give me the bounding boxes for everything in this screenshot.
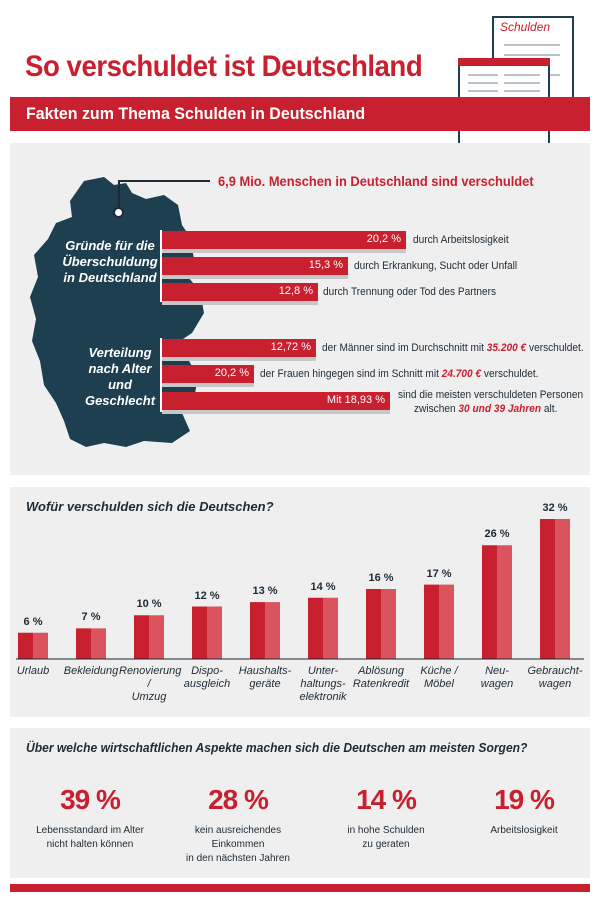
chart-bar — [424, 584, 454, 659]
chart-bar — [482, 545, 512, 659]
chart-bar — [250, 602, 280, 659]
worry-stat: 28 % kein ausreichendes Einkommen in den … — [168, 784, 308, 866]
reason-bar: 20,2 % — [162, 231, 406, 253]
chart-bar — [134, 615, 164, 659]
reason-bar: 12,8 % — [162, 283, 318, 305]
worry-value: 19 % — [494, 784, 555, 815]
worry-value: 28 % — [208, 784, 269, 815]
bar-category-label: Unter-haltungs-elektronik — [299, 665, 347, 703]
distribution-bar: 12,72 % — [162, 339, 316, 361]
bar-value-label: 13 % — [252, 585, 278, 598]
reasons-label: Gründe für die Überschuldung in Deutschl… — [62, 238, 158, 285]
distribution-bar: 20,2 % — [162, 365, 254, 387]
chart-bar — [18, 632, 48, 659]
bar-value-label: 26 % — [484, 528, 510, 541]
chart-title: Wofür verschulden sich die Deutschen? — [26, 499, 274, 514]
distribution-desc: sind die meisten verschuldeten Personen — [398, 389, 584, 401]
bar-chart — [16, 519, 584, 660]
chart-bar — [540, 519, 570, 659]
bar-value-label: 17 % — [426, 567, 452, 580]
distribution-bar: Mit 18,93 % — [162, 392, 390, 414]
chart-panel: Wofür verschulden sich die Deutschen? 6 … — [10, 487, 590, 717]
bar-value-label: 16 % — [368, 572, 394, 584]
worry-stat: 39 % Lebensstandard im Alter nicht halten… — [20, 784, 160, 852]
bar-category-label: Urlaub — [16, 665, 50, 677]
bar-category-label: Neu-wagen — [480, 665, 514, 690]
bar-category-label: Renovierung / Umzug — [119, 665, 182, 703]
chart-bar — [76, 628, 106, 659]
footer-bar — [10, 884, 590, 892]
bar-category-label: Küche / Möbel — [420, 665, 458, 690]
bar-value-label: 10 % — [136, 598, 162, 611]
bar-value-label: 12 % — [194, 589, 220, 602]
bar-value-label: 32 % — [542, 502, 568, 514]
worries-title: Über welche wirtschaftlichen Aspekte mac… — [26, 740, 528, 755]
reason-bar: 15,3 % — [162, 257, 348, 279]
page-subtitle: Fakten zum Thema Schulden in Deutschland — [26, 104, 366, 123]
bar-value-label: 7 % — [81, 611, 101, 624]
worry-value: 39 % — [60, 784, 121, 815]
worry-value: 14 % — [356, 784, 417, 815]
worries-panel: Über welche wirtschaftlichen Aspekte mac… — [10, 728, 590, 878]
debtors-headline: 6,9 Mio. Menschen in Deutschland sind ve… — [218, 173, 534, 189]
subtitle-bar: Fakten zum Thema Schulden in Deutschland — [10, 97, 590, 131]
chart-bar — [366, 589, 396, 659]
reason-desc: durch Arbeitslosigkeit — [413, 234, 509, 246]
reason-desc: durch Trennung oder Tod des Partners — [323, 286, 497, 298]
distribution-desc: der Frauen hingegen sind im Schnitt mit … — [260, 368, 539, 380]
bar-category-label: Ablösung Ratenkredit — [352, 665, 410, 690]
distribution-desc: der Männer sind im Durchschnitt mit 35.2… — [322, 342, 584, 354]
chart-bar — [308, 597, 338, 659]
worry-stat: 14 % in hohe Schulden zu geraten — [316, 784, 456, 852]
location-marker-icon — [113, 207, 124, 218]
bar-value-label: 14 % — [310, 580, 336, 593]
overview-panel: 6,9 Mio. Menschen in Deutschland sind ve… — [10, 143, 590, 475]
page-title: So verschuldet ist Deutschland — [25, 50, 423, 83]
bar-category-label: Gebraucht-wagen — [527, 665, 583, 690]
bar-category-label: Dispo-ausgleich — [183, 665, 231, 690]
distribution-label: Verteilung nach Alter und Geschlecht — [84, 345, 156, 408]
distribution-desc-line2: zwischen 30 und 39 Jahren alt. — [414, 403, 558, 415]
chart-bar — [192, 606, 222, 659]
bar-value-label: 6 % — [23, 615, 43, 628]
bar-category-label: Haushalts-geräte — [238, 665, 292, 690]
bar-category-label: Bekleidung — [63, 665, 119, 677]
worry-stat: 19 % Arbeitslosigkeit — [454, 784, 594, 838]
reason-desc: durch Erkrankung, Sucht oder Unfall — [354, 260, 518, 272]
document-tab-label: Schulden — [500, 20, 551, 34]
